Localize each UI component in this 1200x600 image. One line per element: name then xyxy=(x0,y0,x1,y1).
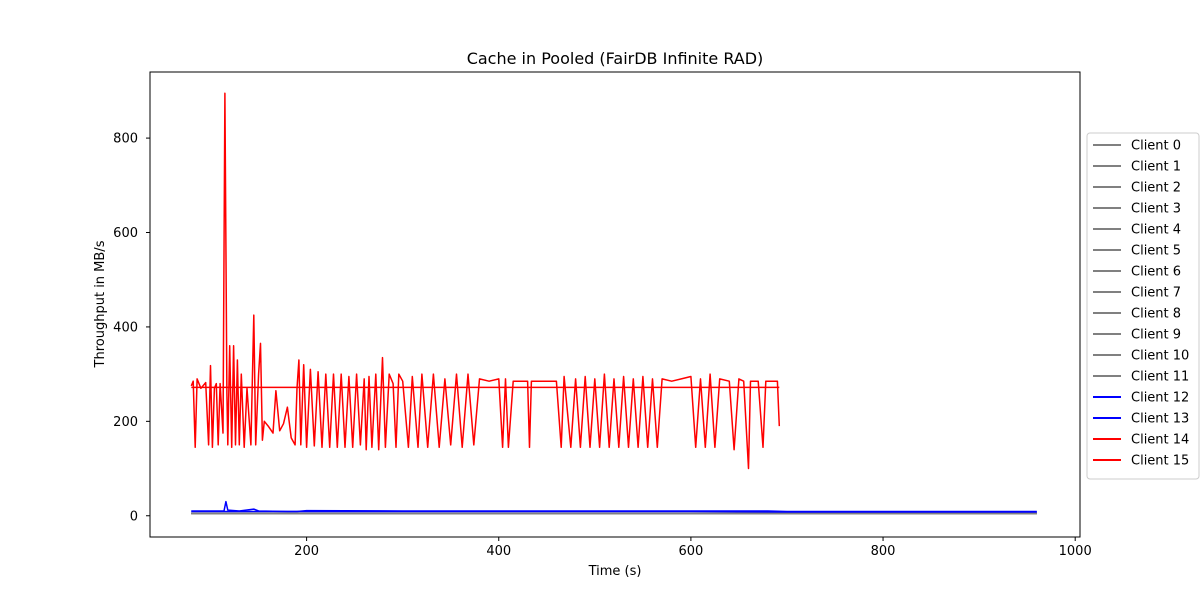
legend-label: Client 6 xyxy=(1131,265,1181,280)
legend-label: Client 7 xyxy=(1131,286,1181,301)
axes-layer: 200 400 600 800 1000 0 200 400 600 800 xyxy=(113,132,1092,559)
legend-label: Client 0 xyxy=(1131,139,1181,154)
y-tick-label: 800 xyxy=(113,132,138,147)
legend-frame xyxy=(1086,132,1200,480)
x-axis-label: Time (s) xyxy=(588,564,642,579)
legend-label: Client 14 xyxy=(1131,433,1189,448)
y-tick-label: 0 xyxy=(130,509,138,524)
y-tick-label: 200 xyxy=(113,415,138,430)
x-tick-label: 600 xyxy=(678,544,703,559)
legend-label: Client 8 xyxy=(1131,307,1181,322)
legend-label: Client 1 xyxy=(1131,160,1181,175)
y-tick-label: 600 xyxy=(113,226,138,241)
y-tick-label: 400 xyxy=(113,320,138,335)
legend-label: Client 3 xyxy=(1131,202,1181,217)
x-tick-label: 200 xyxy=(294,544,319,559)
legend-label: Client 10 xyxy=(1131,349,1189,364)
legend-label: Client 2 xyxy=(1131,181,1181,196)
series-layer xyxy=(190,92,1037,515)
legend-label: Client 9 xyxy=(1131,328,1181,343)
legend-label: Client 4 xyxy=(1131,223,1181,238)
series-line-client-14 xyxy=(190,92,781,470)
x-tick-label: 800 xyxy=(871,544,896,559)
legend-label: Client 15 xyxy=(1131,454,1189,469)
legend-label: Client 5 xyxy=(1131,244,1181,259)
x-tick-label: 1000 xyxy=(1059,544,1092,559)
legend: Client 0 Client 1 Client 2 Client 3 Client 4… xyxy=(1086,132,1200,480)
y-axis-label: Throughput in MB/s xyxy=(93,240,108,368)
legend-label: Client 13 xyxy=(1131,412,1189,427)
legend-label: Client 12 xyxy=(1131,391,1189,406)
plot-frame xyxy=(149,71,1081,538)
series-line-client-13 xyxy=(191,510,1037,513)
chart-title: Cache in Pooled (FairDB Infinite RAD) xyxy=(467,49,764,68)
x-tick-label: 400 xyxy=(486,544,511,559)
legend-label: Client 11 xyxy=(1131,370,1189,385)
